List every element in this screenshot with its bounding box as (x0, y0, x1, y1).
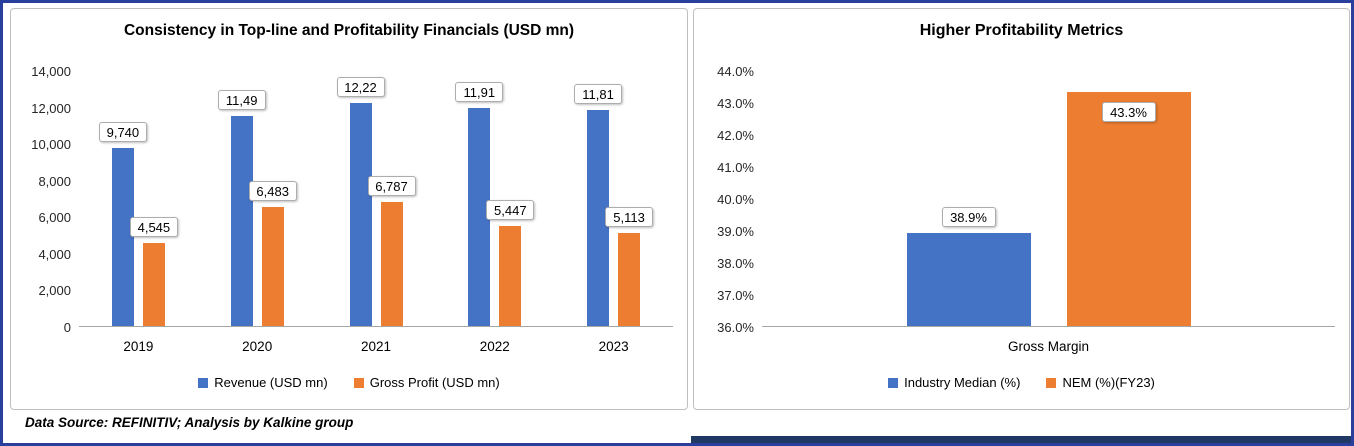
x-category-label: 2020 (242, 339, 273, 354)
y-tick-label: 37.0% (717, 288, 754, 303)
legend-item: Revenue (USD mn) (198, 375, 328, 390)
bottom-accent-bar (691, 436, 1351, 443)
data-label: 6,787 (367, 175, 416, 196)
profitability-chart-panel: Higher Profitability Metrics 44.0% 43.0% 4… (693, 8, 1350, 410)
chart-legend: Revenue (USD mn) Gross Profit (USD mn) (11, 375, 687, 390)
y-tick-label: 0 (63, 320, 71, 335)
data-label: 11,91 (455, 82, 504, 103)
data-label: 5,113 (605, 206, 654, 227)
x-category-label: Gross Margin (1007, 339, 1090, 354)
y-tick-label: 38.0% (717, 256, 754, 271)
legend-swatch-icon (888, 377, 899, 388)
data-label: 38.9% (941, 207, 996, 228)
legend-label: Industry Median (%) (904, 375, 1021, 390)
x-axis-labels: Gross Margin (762, 339, 1335, 359)
legend-swatch-icon (1046, 377, 1057, 388)
y-tick-label: 44.0% (717, 64, 754, 79)
y-tick-label: 39.0% (717, 224, 754, 239)
bar-gross-profit-usd-mn (499, 226, 522, 326)
x-category-label: 2023 (598, 339, 629, 354)
bar-gross-profit-usd-mn (142, 242, 165, 326)
y-tick-label: 10,000 (31, 137, 71, 153)
y-axis: 14,000 12,000 10,000 8,000 6,000 4,000 2,000 0 (21, 64, 79, 335)
legend-item: Industry Median (%) (888, 375, 1020, 390)
data-label: 4,545 (129, 216, 178, 237)
plot-area: 9,740 4,545 11,49 6,483 12,22 6,787 11,91 5,447… (79, 71, 673, 327)
chart-title: Consistency in Top-line and Profitabilit… (123, 22, 575, 39)
legend-label: NEM (%)(FY23) (1062, 375, 1155, 390)
y-tick-label: 6,000 (38, 210, 71, 226)
y-tick-label: 2,000 (38, 283, 71, 299)
y-tick-label: 42.0% (717, 128, 754, 143)
data-label: 11,81 (574, 84, 623, 105)
chart-title: Higher Profitability Metrics (919, 22, 1124, 39)
legend-label: Gross Profit (USD mn) (369, 375, 500, 390)
y-axis: 44.0% 43.0% 42.0% 41.0% 40.0% 39.0% 38.0% 37.0%… (704, 64, 762, 335)
y-tick-label: 14,000 (31, 64, 71, 79)
bar-revenue-usd-mn (349, 102, 372, 326)
x-category-label: 2021 (360, 339, 392, 354)
data-label: 9,740 (98, 121, 147, 142)
y-tick-label: 41.0% (717, 160, 754, 175)
legend-swatch-icon (353, 377, 364, 388)
bar-industry-median (906, 233, 1031, 326)
y-tick-label: 43.0% (717, 96, 754, 111)
bar-gross-profit-usd-mn (618, 232, 641, 326)
legend-item: Gross Profit (USD mn) (353, 375, 500, 390)
y-tick-label: 12,000 (31, 100, 71, 116)
chart-legend: Industry Median (%) NEM (%)(FY23) (694, 375, 1349, 390)
x-category-label: 2019 (123, 339, 154, 354)
data-label: 5,447 (486, 200, 535, 221)
data-label: 11,49 (217, 89, 266, 110)
y-tick-label: 4,000 (38, 246, 71, 262)
legend-label: Revenue (USD mn) (214, 375, 328, 390)
x-axis-labels: 2019 2020 2021 2022 2023 (79, 339, 673, 359)
x-category-label: 2022 (479, 339, 510, 354)
chart-body: 44.0% 43.0% 42.0% 41.0% 40.0% 39.0% 38.0% 37.0%… (704, 64, 1335, 371)
bar-revenue-usd-mn (587, 110, 610, 326)
legend-swatch-icon (198, 377, 209, 388)
plot-area: 38.9% 43.3% (762, 71, 1335, 327)
y-tick-label: 40.0% (717, 192, 754, 207)
data-label: 12,22 (336, 76, 385, 97)
bar-gross-profit-usd-mn (380, 201, 403, 326)
bar-gross-profit-usd-mn (261, 207, 284, 326)
financials-chart-panel: Consistency in Top-line and Profitabilit… (10, 8, 688, 410)
bar-nem-fy23 (1066, 92, 1191, 326)
y-tick-label: 36.0% (717, 320, 754, 335)
chart-body: 14,000 12,000 10,000 8,000 6,000 4,000 2,000 0 … (21, 64, 673, 371)
data-source-note: Data Source: REFINITIV; Analysis by Kalk… (25, 415, 354, 430)
bar-revenue-usd-mn (230, 115, 253, 326)
data-label: 43.3% (1101, 102, 1156, 123)
legend-item: NEM (%)(FY23) (1046, 375, 1155, 390)
bar-revenue-usd-mn (468, 108, 491, 326)
y-tick-label: 8,000 (38, 173, 71, 189)
data-label: 6,483 (248, 181, 297, 202)
bar-revenue-usd-mn (111, 147, 134, 326)
